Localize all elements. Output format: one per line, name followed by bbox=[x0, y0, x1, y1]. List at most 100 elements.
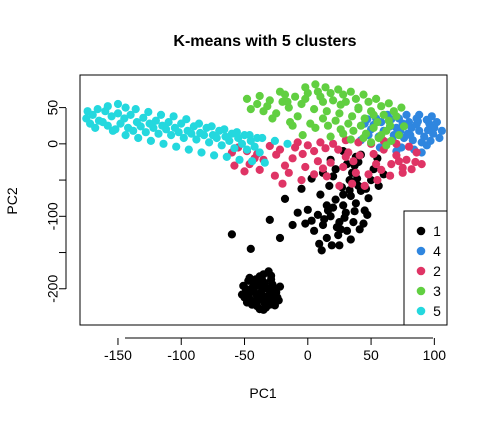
cluster-4-point-28 bbox=[426, 136, 435, 145]
y-ticks: 50 0 -100 -200 bbox=[45, 100, 66, 303]
cluster-5-point-49 bbox=[217, 141, 226, 150]
cluster-1-point-49 bbox=[253, 302, 262, 311]
cluster-3-point-66 bbox=[369, 110, 378, 119]
legend-label-3: 3 bbox=[433, 283, 441, 299]
cluster-2-point-16 bbox=[411, 157, 420, 167]
cluster-5-point-48 bbox=[212, 133, 221, 143]
cluster-3-point-65 bbox=[354, 105, 363, 114]
legend-marker-4 bbox=[416, 246, 426, 256]
cluster-2-point-31 bbox=[230, 161, 239, 170]
cluster-3-point-42 bbox=[323, 121, 333, 130]
cluster-2-point-49 bbox=[329, 139, 338, 148]
cluster-3-point-78 bbox=[377, 131, 386, 140]
cluster-5-point-37 bbox=[141, 128, 150, 137]
cluster-5-point-79 bbox=[172, 142, 181, 151]
cluster-5-point-85 bbox=[248, 157, 257, 166]
cluster-2-point-65 bbox=[293, 138, 302, 147]
cluster-3-point-62 bbox=[301, 94, 310, 103]
cluster-5-point-40 bbox=[162, 125, 171, 134]
cluster-5-point-68 bbox=[220, 125, 229, 134]
cluster-2-point-26 bbox=[284, 168, 293, 177]
cluster-1-point-94 bbox=[301, 219, 310, 228]
cluster-3-point-74 bbox=[286, 118, 295, 127]
cluster-5-point-46 bbox=[199, 131, 209, 140]
cluster-1-point-69 bbox=[322, 233, 331, 243]
cluster-5-point-36 bbox=[136, 122, 145, 131]
cluster-2-point-28 bbox=[255, 165, 264, 174]
x-tick-label: 50 bbox=[363, 347, 379, 363]
cluster-1-point-89 bbox=[310, 226, 319, 235]
cluster-2-point-27 bbox=[270, 171, 279, 180]
cluster-1-point-110 bbox=[346, 235, 355, 244]
cluster-2-point-22 bbox=[339, 162, 348, 172]
cluster-1-point-33 bbox=[245, 273, 254, 282]
cluster-2-point-37 bbox=[348, 179, 357, 188]
cluster-1-point-106 bbox=[280, 194, 290, 203]
cluster-3-point-25 bbox=[326, 89, 335, 98]
cluster-3-point-75 bbox=[311, 123, 320, 132]
cluster-5-point-73 bbox=[283, 139, 292, 148]
cluster-3-point-27 bbox=[351, 94, 360, 103]
cluster-3-point-51 bbox=[301, 83, 310, 92]
cluster-3-point-72 bbox=[367, 138, 376, 147]
cluster-1-point-52 bbox=[339, 190, 348, 199]
cluster-1-point-118 bbox=[345, 186, 354, 195]
legend-marker-2 bbox=[416, 266, 426, 276]
cluster-5-point-77 bbox=[146, 136, 155, 145]
cluster-2-point-55 bbox=[404, 142, 414, 151]
cluster-3-point-22 bbox=[246, 105, 255, 114]
cluster-5-point-72 bbox=[270, 136, 279, 145]
cluster-2-point-21 bbox=[351, 168, 360, 177]
cluster-5-point-4 bbox=[107, 112, 116, 121]
cluster-5-point-69 bbox=[232, 128, 241, 137]
cluster-1-point-90 bbox=[307, 216, 316, 225]
cluster-2-point-38 bbox=[360, 181, 369, 190]
cluster-1-point-88 bbox=[315, 239, 324, 248]
cluster-3-point-50 bbox=[275, 87, 285, 96]
cluster-5-point-58 bbox=[103, 102, 112, 111]
cluster-3-point-52 bbox=[311, 80, 320, 89]
cluster-5-point-29 bbox=[91, 123, 100, 132]
y-tick-label: 0 bbox=[45, 140, 61, 148]
cluster-3-point-48 bbox=[242, 94, 252, 103]
x-ticks: -150 -100 -50 0 50 100 bbox=[104, 338, 446, 363]
cluster-3-point-3 bbox=[291, 92, 300, 101]
cluster-5-point-60 bbox=[121, 103, 130, 112]
cluster-3-point-29 bbox=[377, 102, 386, 111]
cluster-1-point-14 bbox=[275, 282, 285, 291]
cluster-5-point-51 bbox=[230, 144, 239, 153]
cluster-5-point-43 bbox=[179, 133, 188, 143]
x-tick-label: -100 bbox=[167, 347, 195, 363]
cluster-4-point-39 bbox=[435, 133, 444, 143]
cluster-1-point-82 bbox=[320, 215, 329, 224]
cluster-3-point-56 bbox=[359, 90, 368, 99]
legend-label-5: 5 bbox=[433, 303, 441, 319]
cluster-1-point-66 bbox=[364, 194, 373, 203]
cluster-2-point-30 bbox=[240, 167, 249, 176]
cluster-5-point-55 bbox=[255, 148, 264, 157]
y-axis: 50 0 -100 -200 PC2 bbox=[4, 100, 67, 303]
cluster-2-point-6 bbox=[298, 149, 307, 159]
cluster-2-point-45 bbox=[272, 150, 281, 159]
cluster-3-point-36 bbox=[356, 121, 365, 130]
x-axis-label: PC1 bbox=[249, 385, 276, 401]
cluster-3-point-67 bbox=[384, 116, 393, 125]
cluster-2-point-39 bbox=[373, 176, 382, 185]
cluster-2-point-33 bbox=[297, 176, 306, 185]
cluster-3-point-44 bbox=[349, 126, 358, 135]
cluster-2-point-9 bbox=[334, 145, 343, 154]
cluster-5-point-31 bbox=[103, 121, 112, 130]
cluster-2-point-62 bbox=[394, 157, 403, 166]
cluster-1-point-41 bbox=[260, 299, 269, 308]
x-tick-label: 100 bbox=[423, 347, 447, 363]
cluster-2-point-5 bbox=[288, 154, 297, 163]
cluster-1-point-104 bbox=[246, 244, 255, 253]
cluster-1-point-68 bbox=[342, 226, 352, 235]
cluster-3-point-55 bbox=[346, 87, 355, 96]
cluster-3-point-15 bbox=[310, 105, 319, 114]
x-tick-label: -50 bbox=[234, 347, 254, 363]
cluster-2-point-60 bbox=[349, 157, 358, 166]
cluster-5-point-52 bbox=[237, 139, 247, 148]
cluster-2-point-32 bbox=[278, 179, 287, 188]
cluster-5-point-57 bbox=[93, 105, 102, 114]
